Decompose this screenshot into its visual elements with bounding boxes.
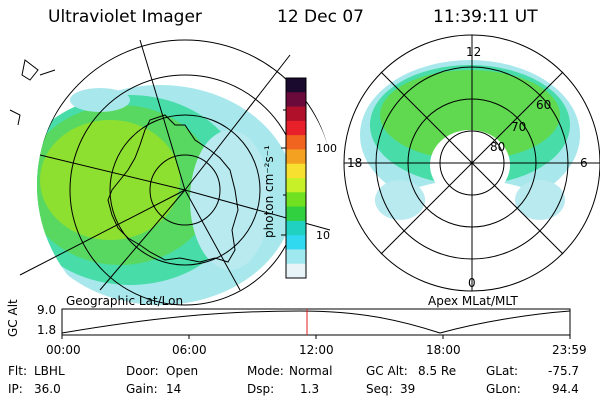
flt-label: Flt: <box>8 364 27 378</box>
colorbar-band <box>286 120 306 136</box>
time-label: 11:39:11 UT <box>433 7 538 27</box>
seq-value: 39 <box>400 382 416 396</box>
date-label: 12 Dec 07 <box>277 7 364 27</box>
mlat-label-60: 60 <box>536 98 552 112</box>
flt-value: LBHL <box>34 364 65 378</box>
glat-label: GLat: <box>486 364 519 378</box>
colorbar-band <box>286 192 306 208</box>
colorbar-unit-label: photon cm⁻²s⁻¹ <box>262 145 276 238</box>
door-label: Door: <box>126 364 159 378</box>
altitude-ytick-bottom: 1.8 <box>37 323 57 337</box>
colorbar-band <box>286 178 306 193</box>
glon-label: GLon: <box>486 382 521 396</box>
xtick-0000: 00:00 <box>46 343 81 357</box>
altitude-ylabel: GC Alt <box>6 299 20 337</box>
altitude-curve <box>61 310 571 334</box>
gcalt-value: 8.5 Re <box>418 364 457 378</box>
mlat-label-70: 70 <box>511 120 527 134</box>
dsp-label: Dsp: <box>247 382 275 396</box>
mlt-label-6: 6 <box>580 156 588 170</box>
mode-value: Normal <box>289 364 333 378</box>
ip-label: IP: <box>8 382 23 396</box>
colorbar-band <box>286 149 306 165</box>
colorbar-band <box>286 235 306 250</box>
mlt-label-18: 18 <box>347 156 363 170</box>
geo-aurora-emission <box>37 37 333 333</box>
colorbar-band <box>286 106 306 122</box>
coastline <box>107 114 239 263</box>
gain-label: Gain: <box>126 382 158 396</box>
ip-value: 36.0 <box>34 382 61 396</box>
colorbar-band <box>286 92 306 108</box>
dsp-value: 1.3 <box>300 382 320 396</box>
door-value: Open <box>166 364 199 378</box>
colorbar-band <box>286 78 306 93</box>
colorbar-band <box>286 163 306 179</box>
seq-label: Seq: <box>366 382 393 396</box>
mlat-label-80: 80 <box>490 140 506 154</box>
mlt-label-12: 12 <box>466 45 482 59</box>
colorbar-band <box>286 206 306 222</box>
xtick-0600: 06:00 <box>172 343 207 357</box>
colorbar <box>286 78 306 279</box>
mode-label: Mode: <box>247 364 284 378</box>
gcalt-label: GC Alt: <box>366 364 408 378</box>
geo-panel-label: Geographic Lat/Lon <box>66 294 184 308</box>
polar-panel-label: Apex MLat/MLT <box>428 294 518 308</box>
colorbar-band <box>286 263 306 279</box>
geo-graticule <box>19 39 333 333</box>
polar-grid <box>343 34 600 292</box>
colorbar-band <box>286 220 306 236</box>
colorbar-band <box>286 249 306 265</box>
mlt-label-0: 0 <box>468 276 476 290</box>
instrument-title: Ultraviolet Imager <box>48 7 202 27</box>
glon-value: 94.4 <box>552 382 579 396</box>
glat-value: -75.7 <box>548 364 580 378</box>
gain-value: 14 <box>166 382 182 396</box>
altitude-ticks <box>61 335 571 339</box>
xtick-1800: 18:00 <box>426 343 461 357</box>
altitude-ytick-top: 9.0 <box>37 303 57 317</box>
xtick-2359: 23:59 <box>552 343 587 357</box>
xtick-1200: 12:00 <box>299 343 334 357</box>
colorbar-tick-100: 100 <box>316 142 337 155</box>
colorbar-tick-10: 10 <box>316 229 330 242</box>
colorbar-band <box>286 135 306 150</box>
